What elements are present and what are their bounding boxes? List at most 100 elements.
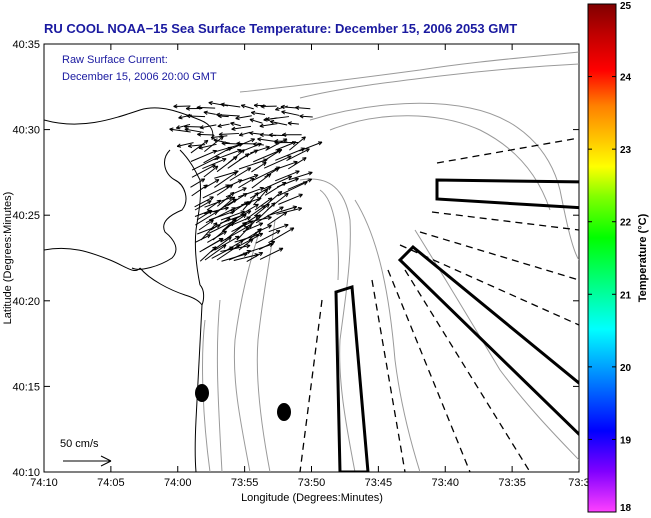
current-vector <box>287 121 299 126</box>
current-vector <box>226 179 243 188</box>
x-axis-label: Longitude (Degrees:Minutes) <box>241 492 383 504</box>
current-vector <box>215 196 236 214</box>
current-vector <box>287 178 313 190</box>
current-vector <box>275 147 306 161</box>
current-vector <box>203 146 233 164</box>
current-vector <box>202 238 224 251</box>
current-vector <box>237 186 265 198</box>
current-vector <box>251 173 272 189</box>
current-vector <box>198 143 217 150</box>
y-tick-label: 40:15 <box>12 381 40 393</box>
current-vector <box>278 193 303 205</box>
current-vector <box>255 206 284 224</box>
colorbar-tick-label: 24 <box>620 73 632 84</box>
current-vector <box>277 181 308 197</box>
current-vector <box>216 184 234 196</box>
current-vector <box>275 105 288 111</box>
transect-lines <box>299 137 579 472</box>
y-tick-label: 40:25 <box>12 210 40 222</box>
scale-label: 50 cm/s <box>60 438 99 450</box>
current-vector <box>230 121 241 127</box>
current-vector <box>259 247 284 260</box>
current-vector <box>216 112 240 117</box>
current-vector <box>232 232 264 250</box>
current-vector <box>264 181 287 196</box>
current-vector <box>220 102 241 108</box>
current-vector <box>281 110 300 116</box>
current-vector <box>218 198 237 211</box>
current-vector <box>208 210 235 221</box>
current-vector <box>238 158 268 170</box>
map-title: RU COOL NOAA−15 Sea Surface Temperature:… <box>44 21 518 36</box>
y-axis: 40:35 40:30 40:25 40:20 40:15 40:10 <box>12 39 579 479</box>
colorbar-tick-label: 25 <box>620 1 632 12</box>
current-vector <box>268 223 289 233</box>
current-vector <box>269 119 288 126</box>
current-vector <box>204 244 227 261</box>
current-vector <box>255 230 281 244</box>
current-vector <box>199 124 217 130</box>
overlay-line2: December 15, 2006 20:00 GMT <box>62 71 217 83</box>
current-vector <box>195 211 218 226</box>
colorbar-label: Temperature (°C) <box>637 213 649 302</box>
current-vector <box>196 105 216 110</box>
dump-site-marker <box>195 384 209 402</box>
scale-arrow <box>63 455 112 467</box>
colorbar-tick-label: 19 <box>620 435 632 446</box>
current-vector <box>246 251 264 263</box>
x-tick-label: 74:10 <box>30 477 58 489</box>
current-vector <box>267 205 298 217</box>
current-vector <box>176 142 194 148</box>
current-vector <box>251 161 267 173</box>
current-vector <box>191 184 208 197</box>
current-vector <box>258 240 276 250</box>
current-vector <box>289 136 306 151</box>
current-vector <box>184 127 204 133</box>
colorbar-tick-label: 23 <box>620 145 632 156</box>
current-vector <box>190 139 209 154</box>
colorbar-ticks: 25 24 23 22 21 20 19 18 <box>588 1 632 514</box>
current-vector <box>196 210 213 221</box>
current-vector <box>227 192 248 207</box>
current-vector <box>202 157 227 170</box>
current-vector <box>194 200 212 211</box>
current-vector <box>244 205 266 221</box>
current-vector <box>194 196 214 208</box>
coastline <box>44 107 214 472</box>
current-vector <box>240 104 254 110</box>
current-vector <box>224 222 247 241</box>
current-vector <box>228 249 252 261</box>
current-vector <box>214 171 238 188</box>
current-vector <box>288 157 307 170</box>
y-tick-label: 40:30 <box>12 125 40 137</box>
current-vector <box>200 222 218 241</box>
current-vector <box>254 197 273 211</box>
current-vector <box>226 239 244 251</box>
x-tick-label: 73:35 <box>498 477 526 489</box>
y-tick-label: 40:10 <box>12 467 40 479</box>
current-vector <box>265 138 288 151</box>
current-vector <box>198 219 214 231</box>
current-vector <box>248 228 262 241</box>
current-vector <box>250 110 266 116</box>
current-vector <box>206 199 222 211</box>
x-tick-label: 74:00 <box>164 477 192 489</box>
current-vector <box>229 167 252 181</box>
current-vector <box>199 246 217 262</box>
x-tick-label: 73:50 <box>298 477 326 489</box>
y-axis-label: Latitude (Degrees:Minutes) <box>2 192 14 325</box>
current-vector <box>186 113 206 119</box>
current-vector <box>249 118 263 124</box>
current-vector <box>227 153 250 169</box>
current-vector <box>242 192 259 211</box>
current-vector <box>216 155 238 173</box>
x-axis: 74:10 74:05 74:00 73:55 73:50 73:45 73:40 73:35… <box>30 44 590 489</box>
current-vector <box>254 203 270 217</box>
current-vector <box>282 132 302 137</box>
current-vector <box>216 244 241 261</box>
current-vector <box>299 114 313 119</box>
current-vector <box>225 187 247 198</box>
current-vector <box>197 132 215 137</box>
current-vector <box>295 105 311 110</box>
current-vector <box>203 110 216 115</box>
